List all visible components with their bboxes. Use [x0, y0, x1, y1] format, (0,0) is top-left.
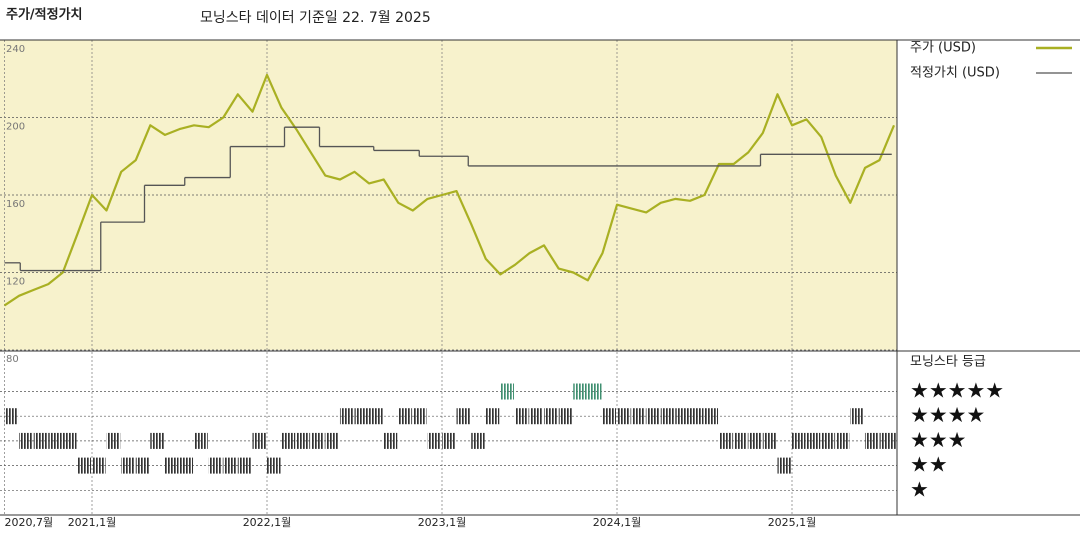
rating-bar	[544, 408, 558, 425]
rating-bar	[617, 408, 631, 425]
rating-label: ★★	[910, 453, 948, 477]
x-tick-label: 2020,7월	[5, 516, 54, 529]
rating-bar	[777, 457, 791, 474]
rating-bar	[19, 432, 33, 449]
price-line	[3, 73, 896, 307]
rating-bar	[894, 432, 896, 449]
rating-bar	[689, 408, 704, 425]
legend-title: 모닝스타 등급	[910, 355, 986, 370]
rating-bar	[792, 432, 806, 449]
y-tick-label: 120	[6, 277, 25, 288]
rating-bar	[325, 432, 339, 449]
rating-bar	[150, 432, 164, 449]
rating-bar	[237, 457, 252, 474]
rating-bar	[748, 432, 762, 449]
rating-bar	[208, 457, 223, 474]
rating-bar	[573, 383, 587, 400]
rating-bar	[631, 408, 646, 425]
rating-bar	[835, 432, 850, 449]
rating-bar	[675, 408, 689, 425]
x-tick-label: 2021,1월	[68, 516, 117, 529]
rating-bar	[514, 408, 529, 425]
rating-bar	[412, 408, 427, 425]
rating-bar	[194, 432, 208, 449]
chart-title: 주가/적정가치	[6, 7, 83, 23]
legend-label: 주가 (USD)	[910, 41, 976, 56]
rating-bar	[864, 432, 879, 449]
x-tick-label: 2024,1월	[593, 516, 642, 529]
rating-bar	[485, 408, 500, 425]
rating-bar	[660, 408, 675, 425]
rating-bar	[442, 432, 456, 449]
rating-bar	[762, 432, 777, 449]
rating-bar	[77, 457, 91, 474]
rating-bar	[733, 432, 748, 449]
rating-bar	[558, 408, 573, 425]
rating-bar	[296, 432, 310, 449]
y-tick-label: 200	[6, 122, 25, 133]
rating-bar	[821, 432, 835, 449]
chart-subtitle: 모닝스타 데이터 기준일 22. 7월 2025	[200, 10, 431, 26]
rating-bar	[106, 432, 121, 449]
rating-bar	[471, 432, 485, 449]
rating-bar	[427, 432, 441, 449]
rating-bar	[500, 383, 514, 400]
rating-bar	[529, 408, 544, 425]
rating-bar	[4, 408, 19, 425]
rating-bar	[456, 408, 471, 425]
rating-bar	[310, 432, 325, 449]
rating-bar	[602, 408, 616, 425]
rating-bar	[850, 408, 864, 425]
rating-bar	[164, 457, 179, 474]
rating-label: ★★★★★	[910, 379, 1004, 403]
y-tick-label: 80	[6, 354, 19, 365]
rating-bar	[398, 408, 412, 425]
rating-bar	[354, 408, 369, 425]
rating-bar	[252, 432, 266, 449]
rating-bar	[179, 457, 194, 474]
x-tick-label: 2025,1월	[768, 516, 817, 529]
y-tick-label: 160	[6, 199, 25, 210]
rating-bar	[121, 457, 135, 474]
rating-bar	[48, 432, 62, 449]
rating-bar	[719, 432, 733, 449]
rating-label: ★★★	[910, 428, 966, 452]
rating-bar	[383, 432, 398, 449]
rating-bar	[33, 432, 48, 449]
rating-bar	[62, 432, 77, 449]
rating-bar	[879, 432, 894, 449]
rating-bar	[369, 408, 383, 425]
rating-bar	[339, 408, 354, 425]
x-tick-label: 2023,1월	[418, 516, 467, 529]
rating-bar	[92, 457, 106, 474]
x-tick-label: 2022,1월	[243, 516, 292, 529]
rating-bar	[281, 432, 296, 449]
legend-label: 적정가치 (USD)	[910, 66, 1000, 81]
rating-bar	[587, 383, 602, 400]
y-tick-label: 240	[6, 44, 25, 55]
rating-bar	[646, 408, 660, 425]
rating-bar	[806, 432, 821, 449]
rating-bar	[135, 457, 150, 474]
rating-label: ★★★★	[910, 403, 985, 427]
rating-label: ★	[910, 477, 929, 501]
rating-bar	[267, 457, 281, 474]
rating-bar	[704, 408, 719, 425]
rating-bar	[223, 457, 237, 474]
